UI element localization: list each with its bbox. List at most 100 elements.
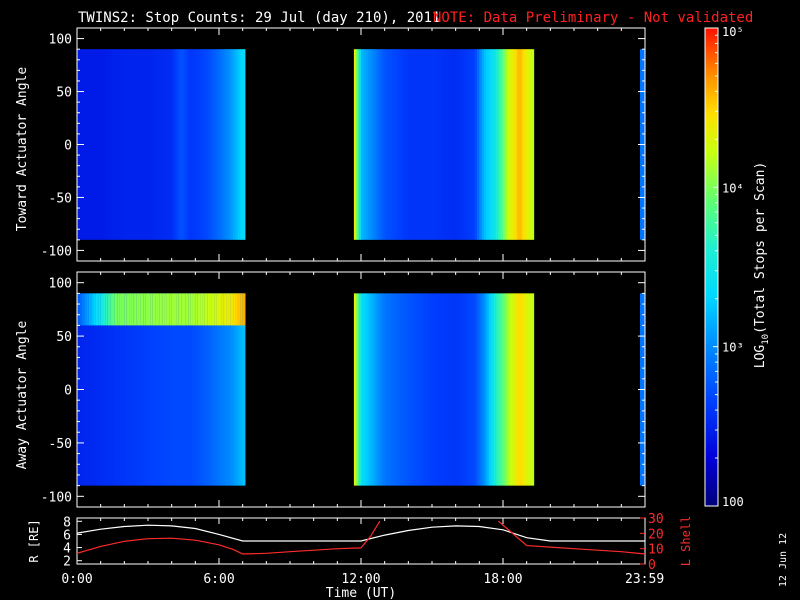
- heatmap-column: [391, 49, 395, 240]
- heatmap-column: [363, 293, 367, 486]
- heatmap-column: [105, 49, 109, 240]
- heatmap-column: [436, 293, 440, 486]
- heatmap-column: [202, 293, 206, 486]
- heatmap-column: [521, 293, 525, 486]
- heatmap-column: [398, 49, 402, 240]
- heatmap-column: [138, 49, 142, 240]
- heatmap-column: [358, 293, 362, 486]
- heatmap-high-band-cell: [181, 293, 184, 326]
- heatmap-high-band-cell: [197, 293, 201, 326]
- heatmap-column: [422, 293, 426, 486]
- heatmap-column: [498, 49, 502, 240]
- heatmap-column: [408, 293, 412, 486]
- heatmap-column: [183, 293, 187, 486]
- heatmap-column: [237, 49, 241, 240]
- heatmap-column: [484, 49, 487, 240]
- heatmap-column: [512, 49, 516, 240]
- heatmap-column: [117, 293, 120, 486]
- orbit-right-tick-label: 10: [648, 543, 664, 558]
- heatmap-column: [521, 49, 525, 240]
- heatmap-column: [233, 293, 236, 486]
- preliminary-note: NOTE: Data Preliminary - Not validated: [433, 10, 753, 26]
- heatmap-column: [91, 49, 94, 240]
- heatmap-column: [384, 293, 388, 486]
- heatmap-column: [98, 49, 102, 240]
- heatmap-high-band-cell: [100, 293, 104, 326]
- heatmap-column: [86, 293, 90, 486]
- heatmap-column: [169, 293, 173, 486]
- heatmap-column: [510, 293, 513, 486]
- heatmap-column: [145, 49, 149, 240]
- heatmap-column: [84, 293, 87, 486]
- heatmap-column: [453, 49, 457, 240]
- heatmap-column: [86, 49, 90, 240]
- heatmap-column: [112, 49, 116, 240]
- heatmap-column: [145, 293, 149, 486]
- heatmap-column: [148, 293, 151, 486]
- heatmap-column: [88, 49, 92, 240]
- heatmap-column: [107, 293, 111, 486]
- heatmap-column: [164, 49, 168, 240]
- heatmap-column: [401, 49, 404, 240]
- heatmap-column: [164, 293, 168, 486]
- heatmap-column: [129, 49, 132, 240]
- heatmap-column: [183, 49, 187, 240]
- heatmap-column: [353, 49, 357, 240]
- heatmap-high-band-cell: [216, 293, 220, 326]
- heatmap-column: [152, 49, 156, 240]
- heatmap-column: [441, 293, 445, 486]
- heatmap-column: [200, 49, 203, 240]
- heatmap-column: [157, 293, 161, 486]
- heatmap-column: [486, 49, 490, 240]
- heatmap-high-band-cell: [200, 293, 203, 326]
- heatmap-column: [417, 293, 421, 486]
- heatmap-column: [415, 293, 419, 486]
- heatmap-column: [114, 49, 118, 240]
- heatmap-column: [174, 293, 177, 486]
- heatmap-high-band-cell: [176, 293, 180, 326]
- heatmap-high-band-cell: [150, 293, 154, 326]
- heatmap-column: [176, 293, 180, 486]
- heatmap-high-band-cell: [204, 293, 208, 326]
- heatmap-column: [110, 49, 113, 240]
- heatmap-column: [524, 49, 528, 240]
- heatmap-high-band-cell: [211, 293, 215, 326]
- heatmap-column: [107, 49, 111, 240]
- heatmap-high-band-cell: [219, 293, 222, 326]
- heatmap-column: [91, 293, 94, 486]
- heatmap-column: [479, 293, 483, 486]
- heatmap-column: [434, 49, 438, 240]
- heatmap-high-band-cell: [237, 293, 241, 326]
- heatmap-high-band-cell: [226, 293, 229, 326]
- heatmap-column: [491, 293, 494, 486]
- heatmap-column: [361, 293, 364, 486]
- heatmap-high-band-cell: [159, 293, 163, 326]
- heatmap-column: [507, 49, 511, 240]
- heatmap-column: [95, 49, 99, 240]
- heatmap-column: [387, 293, 390, 486]
- orbit-lines: [77, 520, 645, 555]
- heatmap-column: [403, 293, 407, 486]
- date-stamp: 12 Jun 12: [778, 533, 789, 587]
- heatmap-column: [171, 49, 175, 240]
- heatmap-column: [230, 49, 234, 240]
- heatmap-column: [394, 293, 397, 486]
- orbit-right-tick-label: 20: [648, 527, 664, 542]
- heatmap-column: [209, 49, 213, 240]
- heatmap-column: [190, 49, 194, 240]
- heatmap-high-band-cell: [228, 293, 232, 326]
- heatmap-column: [240, 49, 244, 240]
- heatmap-column: [450, 293, 454, 486]
- heatmap-high-band-cell: [195, 293, 199, 326]
- heatmap-high-band-cell: [202, 293, 206, 326]
- heatmap-column: [510, 49, 513, 240]
- heatmap-column: [491, 49, 494, 240]
- heatmap-column: [237, 293, 241, 486]
- heatmap-column: [519, 293, 523, 486]
- orbit-left-tick-label: 2: [63, 555, 71, 570]
- heatmap-column: [124, 293, 128, 486]
- heatmap-high-band-cell: [162, 293, 165, 326]
- heatmap-column: [432, 293, 435, 486]
